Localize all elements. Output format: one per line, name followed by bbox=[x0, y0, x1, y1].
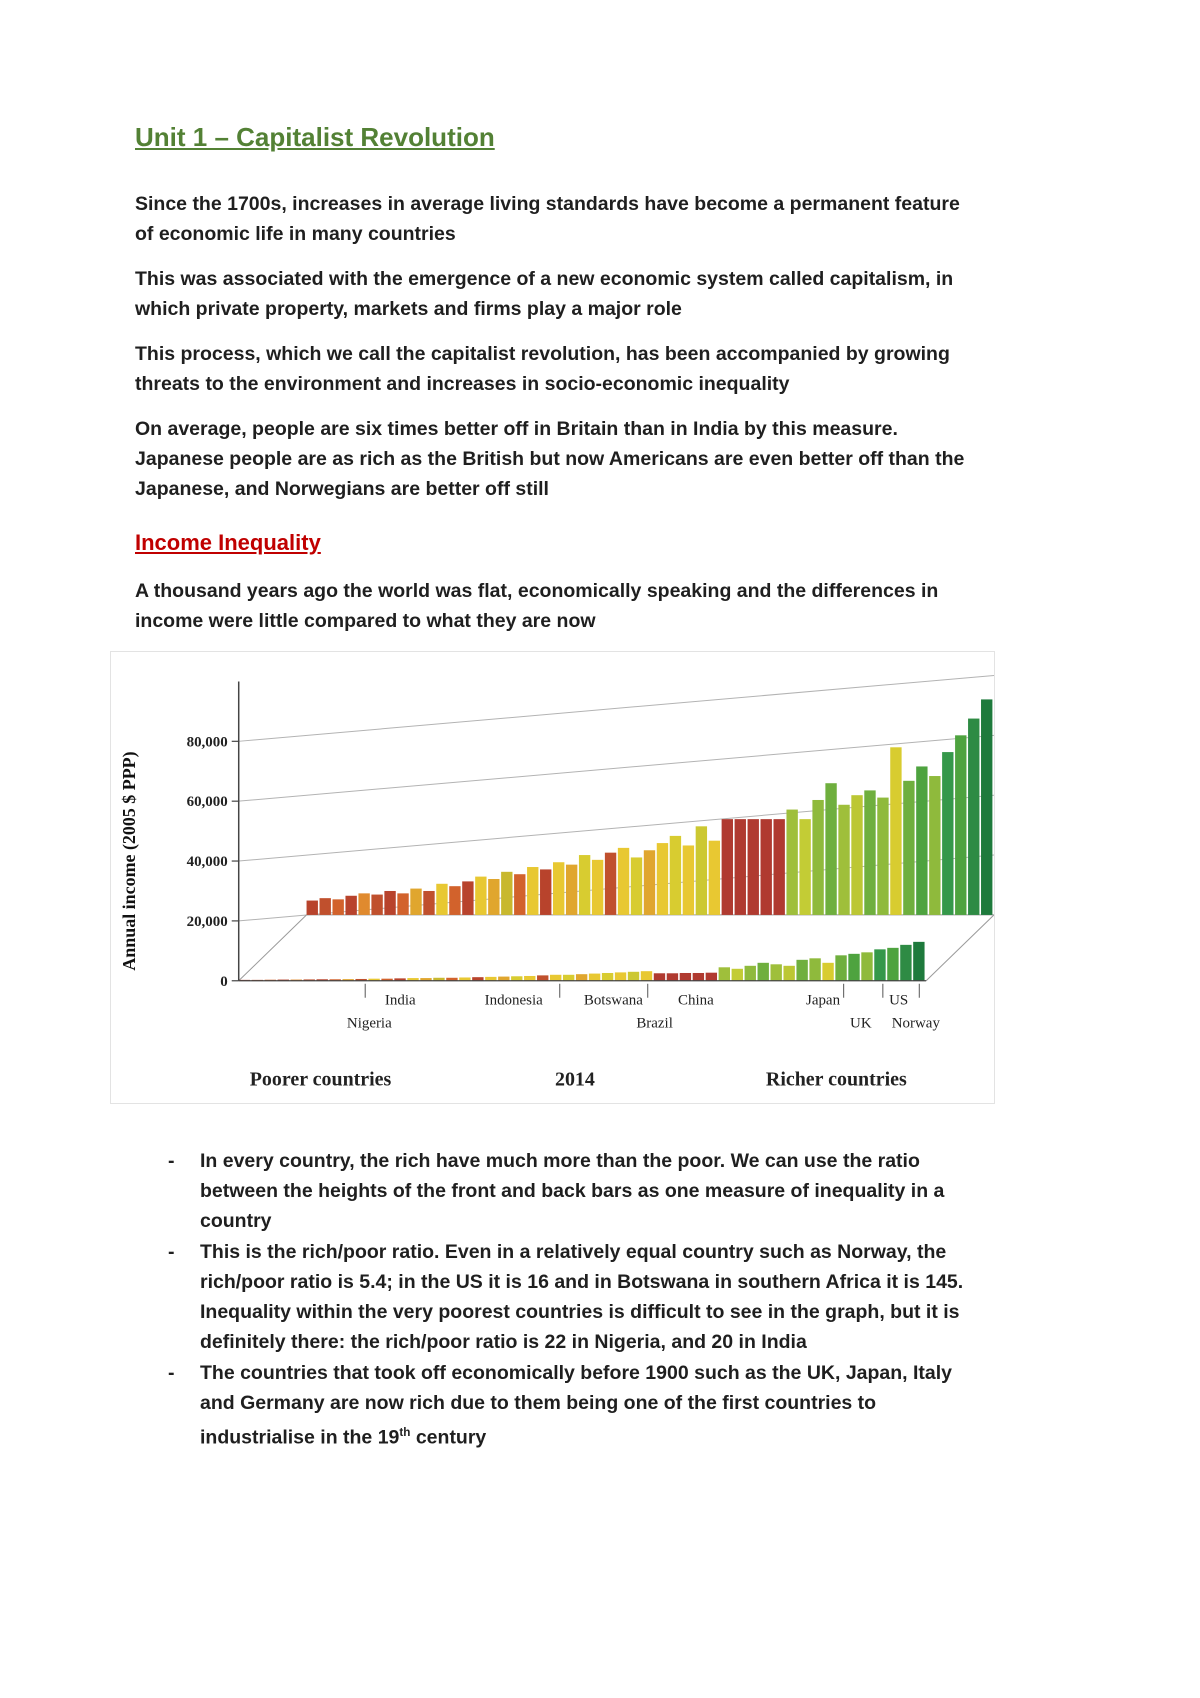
page-title: Unit 1 – Capitalist Revolution bbox=[135, 122, 495, 152]
intro-paragraph: Since the 1700s, increases in average li… bbox=[135, 193, 960, 245]
better-off-paragraph: On average, people are six times better … bbox=[135, 418, 965, 500]
svg-text:20,000: 20,000 bbox=[187, 914, 228, 930]
income-inequality-heading: Income Inequality bbox=[135, 530, 321, 555]
svg-text:2014: 2014 bbox=[555, 1069, 595, 1091]
bullet-text-rich-poor: In every country, the rich have much mor… bbox=[200, 1150, 945, 1232]
svg-text:Annual income (2005 $ PPP): Annual income (2005 $ PPP) bbox=[119, 751, 140, 970]
superscript-th: th bbox=[399, 1426, 411, 1439]
svg-text:Brazil: Brazil bbox=[636, 1016, 673, 1032]
income-distribution-chart: 0 20,000 40,000 60,000 80,000 Annual income (… bbox=[119, 674, 994, 1091]
svg-text:India: India bbox=[385, 993, 416, 1009]
bullet-text-ratio: This is the rich/poor ratio. Even in a r… bbox=[200, 1241, 964, 1353]
bullet-list: - In every country, the rich have much m… bbox=[168, 1146, 965, 1453]
svg-text:Richer countries: Richer countries bbox=[766, 1069, 907, 1091]
capitalism-paragraph: This was associated with the emergence o… bbox=[135, 268, 954, 320]
income-distribution-figure: 0 20,000 40,000 60,000 80,000 Annual income (… bbox=[110, 651, 995, 1104]
bullet-dash: - bbox=[168, 1241, 175, 1263]
svg-text:UK: UK bbox=[850, 1016, 872, 1032]
svg-text:60,000: 60,000 bbox=[187, 794, 228, 810]
svg-text:40,000: 40,000 bbox=[187, 854, 228, 870]
svg-text:China: China bbox=[678, 993, 714, 1009]
svg-text:Nigeria: Nigeria bbox=[347, 1016, 392, 1032]
bullet-text-industrialise: The countries that took off economically… bbox=[200, 1362, 953, 1449]
bullet-dash: - bbox=[168, 1362, 175, 1384]
svg-text:Japan: Japan bbox=[806, 993, 841, 1009]
svg-text:Norway: Norway bbox=[892, 1016, 941, 1032]
svg-text:0: 0 bbox=[220, 974, 227, 990]
flat-world-paragraph: A thousand years ago the world was flat,… bbox=[135, 580, 939, 632]
svg-text:Botswana: Botswana bbox=[584, 993, 643, 1009]
svg-text:Poorer countries: Poorer countries bbox=[250, 1069, 392, 1091]
svg-text:Indonesia: Indonesia bbox=[485, 993, 543, 1009]
svg-text:80,000: 80,000 bbox=[187, 734, 228, 750]
bullet-dash: - bbox=[168, 1150, 175, 1172]
capitalist-revolution-paragraph: This process, which we call the capitali… bbox=[135, 343, 950, 395]
list-item: - The countries that took off economical… bbox=[168, 1358, 965, 1453]
svg-text:US: US bbox=[889, 993, 908, 1009]
list-item: - In every country, the rich have much m… bbox=[168, 1146, 965, 1236]
list-item: - This is the rich/poor ratio. Even in a… bbox=[168, 1237, 965, 1357]
